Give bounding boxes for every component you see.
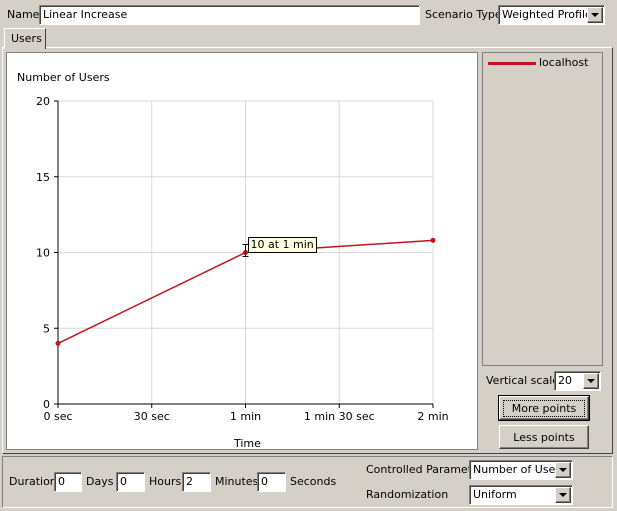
seconds-input[interactable]: 0: [257, 472, 286, 492]
tab-panel: [2, 47, 613, 454]
chart-svg: Number of Users 0 5 10 15 20 0 sec 30 sec 1 mi…: [17, 71, 449, 449]
name-label: Name: [7, 8, 40, 21]
x-tick-label: 1 min 30 sec: [304, 410, 375, 423]
less-points-button[interactable]: Less points: [499, 425, 589, 449]
less-points-label: Less points: [513, 430, 575, 444]
days-input[interactable]: 0: [54, 472, 82, 492]
legend-label-localhost: localhost: [539, 56, 589, 69]
x-tick-label: 1 min: [230, 410, 261, 423]
more-points-button[interactable]: More points: [498, 395, 590, 421]
point-tooltip: 10 at 1 min: [247, 236, 317, 253]
vertical-scale-value: 20: [558, 374, 572, 387]
tab-users-label: Users: [11, 32, 42, 45]
footer-panel: [2, 456, 613, 508]
data-point[interactable]: [430, 237, 436, 243]
randomization-dropdown-button[interactable]: [555, 487, 571, 503]
randomization-value: Uniform: [473, 488, 517, 501]
vertical-scale-dropdown-button[interactable]: [583, 373, 599, 389]
chevron-down-icon: [559, 493, 567, 497]
chart-x-ticks: 0 sec 30 sec 1 min 1 min 30 sec 2 min: [43, 404, 449, 423]
vertical-scale-select[interactable]: 20: [554, 371, 601, 391]
x-tick-label: 0 sec: [43, 410, 72, 423]
days-label: Days: [86, 475, 114, 488]
controlled-parameter-value: Number of Users: [473, 463, 566, 476]
y-tick-label: 5: [43, 322, 50, 335]
x-tick-label: 2 min: [417, 410, 448, 423]
minutes-label: Minutes: [215, 475, 259, 488]
y-tick-label: 0: [43, 398, 50, 411]
scenario-type-label: Scenario Type: [425, 8, 502, 21]
hours-label: Hours: [149, 475, 182, 488]
chart-y-ticks: 0 5 10 15 20: [36, 95, 58, 411]
more-points-label: More points: [502, 399, 586, 417]
duration-label: Duration: [9, 475, 57, 488]
chevron-down-icon: [591, 13, 599, 17]
y-tick-label: 20: [36, 95, 50, 108]
chevron-down-icon: [559, 468, 567, 472]
scenario-type-select[interactable]: Weighted Profiles: [498, 5, 605, 25]
tab-users[interactable]: Users: [4, 28, 46, 49]
y-tick-label: 10: [36, 247, 50, 260]
scenario-type-value: Weighted Profiles: [502, 8, 598, 21]
minutes-input[interactable]: 2: [182, 472, 211, 492]
chart-xlabel: Time: [233, 437, 261, 449]
randomization-label: Randomization: [366, 488, 449, 501]
chart-area[interactable]: Number of Users 0 5 10 15 20 0 sec 30 sec 1 mi…: [6, 52, 478, 450]
hours-input[interactable]: 0: [116, 472, 145, 492]
controlled-parameter-select[interactable]: Number of Users: [469, 460, 573, 480]
data-point[interactable]: [55, 340, 61, 346]
legend-swatch-localhost: [488, 62, 536, 65]
controlled-parameter-dropdown-button[interactable]: [555, 462, 571, 478]
x-tick-label: 30 sec: [134, 410, 170, 423]
vertical-scale-label: Vertical scale: [486, 374, 560, 387]
randomization-select[interactable]: Uniform: [469, 485, 573, 505]
scenario-type-dropdown-button[interactable]: [587, 7, 603, 23]
chevron-down-icon: [587, 379, 595, 383]
controlled-parameter-label: Controlled Parameter: [366, 463, 484, 476]
y-tick-label: 15: [36, 171, 50, 184]
seconds-label: Seconds: [290, 475, 337, 488]
name-input[interactable]: Linear Increase: [39, 5, 420, 25]
legend-panel: localhost: [482, 52, 603, 366]
chart-ylabel: Number of Users: [17, 71, 110, 84]
